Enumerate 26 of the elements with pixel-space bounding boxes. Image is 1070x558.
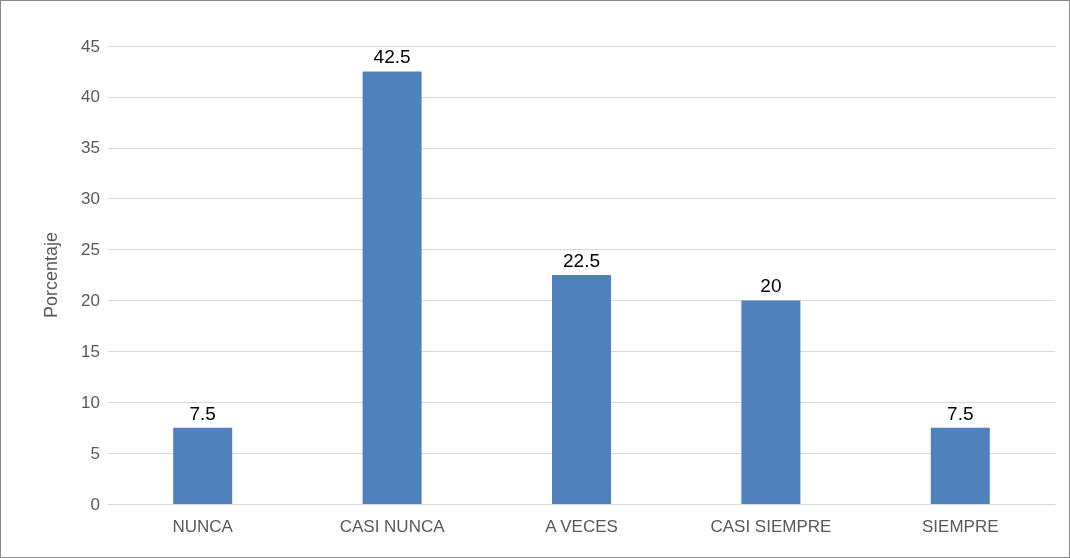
y-tick-label: 0	[90, 494, 100, 514]
x-tick-label: NUNCA	[172, 517, 234, 536]
data-label: 42.5	[373, 46, 411, 68]
y-tick-label: 40	[81, 87, 100, 107]
bar	[173, 427, 233, 504]
y-axis-title: Porcentaje	[41, 231, 61, 319]
y-tick-label: 30	[81, 189, 100, 209]
x-tick-label: CASI NUNCA	[339, 517, 446, 536]
data-label: 22.5	[563, 250, 600, 271]
x-tick-label: SIEMPRE	[922, 517, 999, 536]
bar	[552, 275, 611, 504]
y-tick-label: 10	[81, 392, 100, 412]
bar	[362, 71, 422, 504]
x-tick-label: A VECES	[545, 517, 618, 536]
data-label: 7.5	[189, 402, 216, 424]
y-tick-label: 15	[81, 341, 100, 361]
data-label: 20	[760, 275, 782, 297]
y-tick-label: 5	[90, 443, 100, 463]
bar	[930, 427, 990, 504]
data-label: 7.5	[947, 402, 974, 424]
y-tick-label: 45	[81, 36, 100, 56]
y-tick-label: 25	[81, 240, 100, 260]
y-tick-label: 20	[81, 290, 100, 310]
y-tick-label: 35	[81, 138, 100, 158]
bar	[741, 300, 801, 504]
x-tick-label: CASI SIEMPRE	[710, 517, 832, 536]
